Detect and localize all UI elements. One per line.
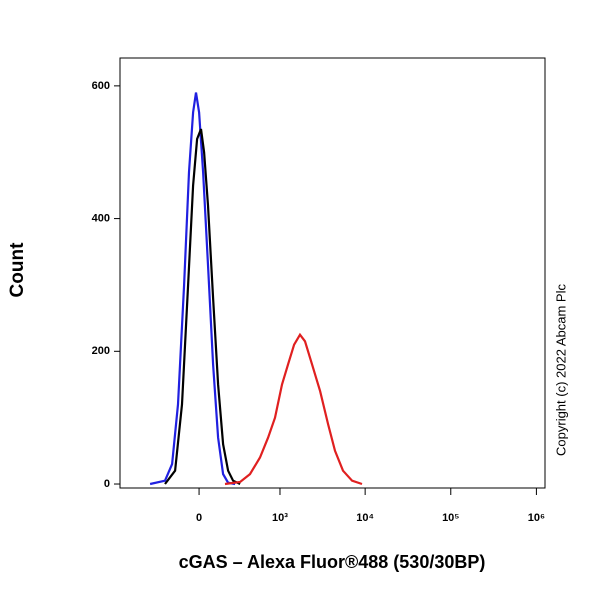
- y-axis-label: Count: [7, 242, 28, 298]
- copyright: Copyright (c) 2022 Abcam Plc: [553, 284, 568, 456]
- y-tick-label: 200: [92, 345, 110, 357]
- x-tick-label: 10⁵: [442, 512, 459, 524]
- y-tick-label: 600: [92, 80, 110, 92]
- x-tick-label: 0: [196, 512, 202, 524]
- x-tick-label: 10⁶: [528, 512, 545, 524]
- plot-frame: [119, 57, 546, 489]
- x-axis-label: cGAS – Alexa Fluor®488 (530/30BP): [179, 552, 486, 572]
- histogram-line: [164, 128, 241, 485]
- histogram-line: [224, 332, 363, 486]
- y-tick-label: 0: [104, 478, 110, 490]
- x-tick-label: 10⁴: [356, 512, 374, 524]
- histogram-line: [149, 92, 236, 486]
- y-tick-label: 400: [92, 212, 110, 224]
- x-tick-label: 10³: [272, 512, 288, 524]
